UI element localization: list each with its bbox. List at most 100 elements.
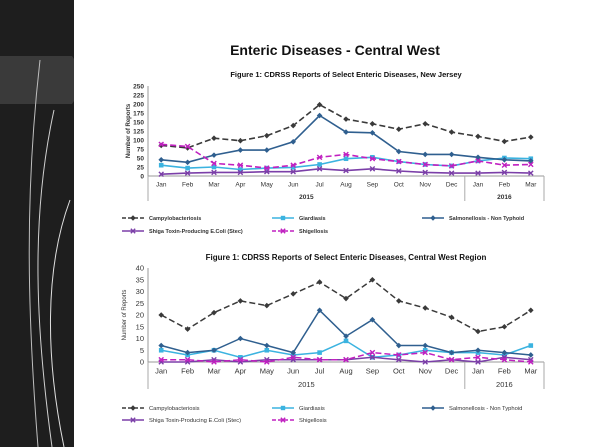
x-tick-label: Mar — [208, 367, 221, 376]
data-point — [158, 312, 164, 318]
y-axis-label: Number of Reports — [122, 290, 128, 341]
data-point — [422, 151, 428, 158]
data-point — [501, 169, 508, 176]
data-point — [184, 170, 191, 176]
data-point — [422, 342, 428, 349]
data-point — [369, 121, 376, 127]
data-point — [343, 156, 349, 162]
data-point — [448, 170, 455, 176]
data-point — [343, 356, 349, 363]
series-line — [161, 103, 531, 149]
data-point — [290, 291, 296, 297]
data-point — [237, 335, 244, 342]
legend-label: Shigellosis — [299, 418, 327, 424]
data-point — [238, 355, 243, 360]
data-point — [264, 132, 270, 139]
data-point — [369, 349, 376, 356]
data-point — [343, 333, 349, 339]
data-point — [211, 169, 217, 176]
data-point — [369, 155, 376, 162]
series-line — [160, 278, 532, 333]
x-tick-label: Aug — [340, 182, 352, 189]
data-point — [211, 160, 217, 167]
data-point — [448, 314, 455, 321]
x-tick-label: Mar — [525, 182, 537, 189]
data-point — [396, 298, 402, 304]
data-point — [501, 349, 508, 356]
data-point — [475, 154, 481, 161]
x-tick-label: Mar — [524, 367, 537, 376]
legend-label: Campylobacteriosis — [149, 216, 201, 222]
data-point — [280, 405, 286, 411]
y-tick-label: 150 — [133, 119, 144, 126]
y-tick-label: 75 — [137, 146, 145, 153]
data-point — [158, 162, 164, 168]
data-point — [448, 163, 455, 169]
y-tick-label: 200 — [133, 101, 144, 108]
data-point — [528, 161, 534, 168]
data-point — [211, 309, 217, 316]
decorative-curve — [50, 199, 71, 447]
x-tick-label: Jan — [473, 182, 484, 189]
legend-item: Giardiasis — [272, 215, 326, 222]
data-point — [316, 101, 323, 108]
data-point — [316, 356, 323, 363]
decorative-curve — [37, 109, 55, 447]
data-point — [264, 347, 270, 353]
series-line — [161, 143, 531, 169]
data-point — [528, 307, 534, 314]
series-shigellosis — [158, 349, 534, 365]
data-point — [158, 157, 164, 163]
x-tick-label: Jan — [155, 367, 167, 376]
series-salmonellosis-non-typhoid — [158, 307, 534, 358]
data-point — [237, 298, 244, 304]
data-point — [237, 137, 244, 144]
data-point — [158, 141, 164, 148]
data-point — [475, 158, 481, 164]
x-tick-label: Oct — [394, 182, 404, 189]
data-point — [237, 356, 244, 363]
data-point — [211, 152, 217, 158]
data-point — [317, 162, 322, 167]
data-point — [343, 151, 349, 158]
series-shiga-toxin-producing-e-coli-stec — [158, 166, 534, 177]
legend-item: Shiga Toxin-Producing E.Coli (Stec) — [122, 228, 243, 235]
data-point — [422, 161, 428, 168]
series-salmonellosis-non-typhoid — [158, 112, 534, 166]
data-point — [184, 143, 191, 150]
data-point — [158, 356, 164, 363]
data-point — [528, 352, 534, 358]
x-tick-label: Jul — [315, 367, 325, 376]
data-point — [317, 350, 322, 355]
y-tick-label: 225 — [133, 92, 144, 99]
legend-item: Salmonellosis - Non Typhoid — [422, 405, 522, 412]
x-tick-label: Feb — [498, 367, 511, 376]
data-point — [130, 417, 136, 423]
y-tick-label: 20 — [136, 311, 144, 320]
legend-item: Shiga Toxin-Producing E.Coli (Stec) — [122, 417, 241, 424]
legend: Campylobacteriosis Giardiasis Salmonellosi… — [122, 405, 522, 424]
data-point — [211, 359, 217, 365]
data-point — [130, 405, 136, 411]
data-point — [158, 342, 164, 349]
x-tick-label: Oct — [393, 367, 406, 376]
data-point — [475, 347, 481, 354]
year-group-label: 2015 — [298, 380, 315, 389]
x-tick-label: Feb — [182, 182, 194, 189]
data-point — [448, 151, 455, 158]
x-tick-label: Feb — [499, 182, 511, 189]
data-point — [528, 343, 534, 348]
chart-title: Figure 1: CDRSS Reports of Select Enteri… — [206, 253, 487, 262]
data-point — [264, 165, 270, 171]
legend-label: Salmonellosis - Non Typhoid — [449, 406, 522, 412]
x-tick-label: Jun — [288, 182, 299, 189]
legend: Campylobacteriosis Giardiasis Salmonellosi… — [122, 215, 524, 235]
data-point — [475, 359, 481, 365]
legend-item: Campylobacteriosis — [122, 405, 200, 412]
x-tick-label: Nov — [419, 182, 431, 189]
legend-label: Shigellosis — [299, 229, 328, 235]
data-point — [316, 154, 323, 161]
y-tick-label: 100 — [133, 137, 144, 144]
data-point — [211, 164, 217, 170]
